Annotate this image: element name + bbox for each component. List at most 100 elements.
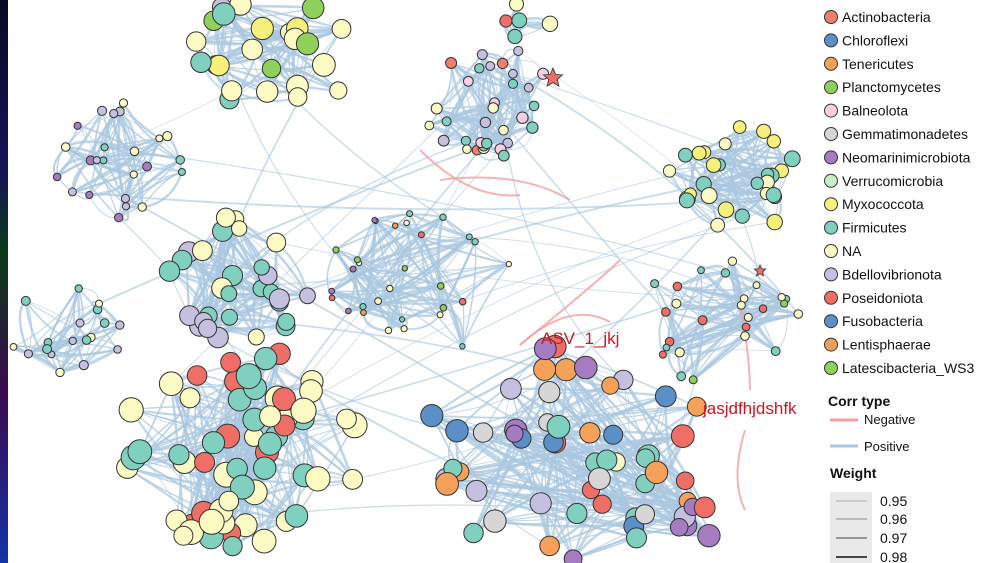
network-node — [516, 111, 529, 124]
network-node — [299, 287, 316, 305]
node-layer — [9, 0, 804, 563]
network-node — [215, 207, 236, 228]
positive-edge — [708, 157, 793, 197]
positive-edge — [276, 242, 745, 299]
legend-swatch — [824, 10, 838, 24]
network-node — [257, 431, 282, 456]
legend-label: Fusobacteria — [842, 313, 923, 329]
negative-edge — [519, 259, 621, 346]
network-node — [592, 494, 612, 514]
network-node — [688, 375, 698, 385]
network-node — [465, 479, 488, 502]
network-node — [658, 350, 668, 359]
network-node — [256, 80, 279, 103]
legend-label: Poseidoniota — [842, 290, 923, 306]
positive-edge — [676, 296, 782, 305]
network-node — [345, 307, 352, 315]
network-node — [462, 144, 472, 154]
network-node — [483, 509, 507, 533]
legend-swatch — [824, 314, 838, 329]
network-node — [574, 355, 598, 380]
positive-edge — [362, 287, 390, 307]
network-node — [231, 220, 248, 237]
positive-edge — [387, 268, 407, 331]
positive-edge — [122, 102, 181, 161]
network-node — [158, 260, 181, 282]
network-node — [168, 444, 190, 466]
legend-label: Actinobacteria — [842, 9, 931, 25]
positive-edge — [465, 83, 514, 142]
network-node — [579, 422, 601, 444]
network-node — [75, 318, 85, 328]
network-node — [654, 385, 677, 408]
positive-edge — [331, 285, 441, 293]
legend-weight-097: 0.97 — [880, 530, 907, 546]
network-node — [697, 315, 708, 326]
positive-edge — [56, 110, 104, 178]
network-node — [301, 0, 325, 20]
network-node — [505, 260, 512, 268]
legend-swatch — [824, 220, 838, 235]
negative-edge — [419, 149, 521, 197]
positive-edge — [564, 368, 681, 529]
network-node — [142, 161, 153, 172]
positive-edge — [439, 285, 464, 347]
network-node — [777, 293, 786, 302]
positive-edge — [113, 113, 181, 161]
positive-edge — [189, 314, 545, 371]
network-node — [403, 219, 410, 227]
network-node — [288, 87, 308, 107]
positive-edge — [665, 307, 799, 315]
positive-edge — [352, 433, 515, 480]
positive-edge — [401, 263, 510, 321]
network-node — [513, 45, 524, 57]
network-node — [563, 549, 583, 563]
network-node — [118, 98, 129, 108]
legend-weight-096: 0.96 — [880, 511, 907, 527]
network-node — [52, 172, 62, 182]
positive-edge — [65, 146, 120, 219]
legend-label: Verrucomicrobia — [842, 173, 943, 189]
legend-weight-098: 0.98 — [880, 549, 907, 563]
positive-edge — [515, 50, 534, 129]
network-node — [471, 238, 479, 246]
positive-edge — [431, 369, 567, 417]
network-node — [720, 268, 731, 278]
network-node — [445, 419, 469, 443]
network-node — [99, 318, 110, 328]
positive-edge — [565, 209, 727, 371]
network-node — [190, 51, 212, 73]
network-node — [634, 504, 656, 525]
legend-label: Balneolota — [842, 103, 908, 119]
network-node — [507, 28, 523, 45]
network-node — [509, 0, 524, 12]
network-node — [437, 134, 450, 147]
legend-label: Latescibacteria_WS3 — [842, 360, 975, 376]
network-node — [424, 120, 435, 131]
network-node — [208, 54, 230, 77]
positive-edge — [431, 415, 556, 443]
network-node — [186, 31, 207, 52]
network-node — [251, 528, 277, 554]
legend-swatch — [824, 33, 838, 48]
network-node — [671, 298, 682, 309]
network-node — [349, 265, 357, 273]
network-node — [441, 116, 452, 127]
network-node — [485, 61, 496, 71]
positive-edge — [549, 479, 686, 548]
network-node — [596, 449, 618, 471]
positive-edge — [71, 137, 161, 193]
network-node — [100, 143, 109, 152]
network-node — [697, 524, 721, 548]
network-node — [539, 535, 560, 557]
positive-edge — [124, 138, 161, 200]
network-node — [496, 57, 509, 70]
positive-edge — [404, 240, 476, 270]
network-node — [523, 82, 534, 93]
legend: Actinobacteria Chloroflexi Tenericutes Plan… — [824, 9, 975, 563]
positive-edge — [362, 305, 441, 318]
network-node — [770, 346, 781, 357]
network-node — [73, 121, 82, 130]
network-node — [743, 312, 753, 322]
network-node — [676, 371, 687, 382]
